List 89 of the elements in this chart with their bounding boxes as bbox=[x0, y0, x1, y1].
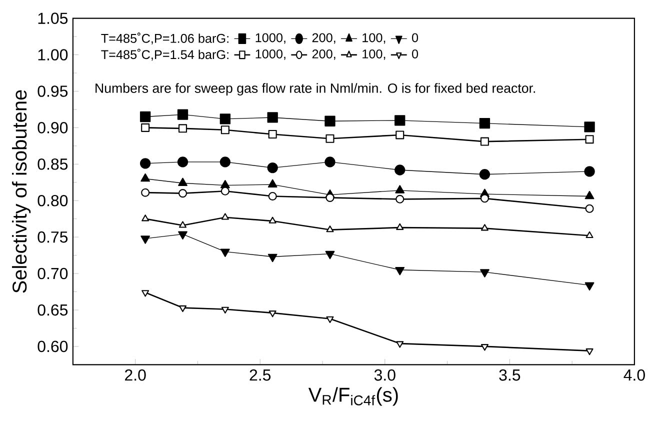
point bbox=[586, 348, 594, 356]
point bbox=[220, 248, 230, 258]
point bbox=[178, 178, 188, 186]
point bbox=[178, 124, 188, 133]
point bbox=[394, 164, 406, 176]
point bbox=[140, 236, 150, 244]
legend-label: 200, bbox=[312, 33, 336, 44]
point bbox=[396, 341, 404, 348]
point bbox=[141, 188, 150, 198]
point bbox=[480, 137, 489, 146]
point bbox=[584, 282, 594, 291]
point bbox=[178, 306, 187, 312]
x-tick-label: 4.0 bbox=[624, 370, 645, 381]
y-tick-label: 0.95 bbox=[38, 86, 68, 98]
x-tick-label: 3.5 bbox=[499, 370, 520, 381]
point bbox=[396, 195, 404, 204]
point bbox=[325, 251, 335, 260]
point bbox=[479, 118, 490, 129]
point bbox=[268, 216, 276, 224]
y-tick-label: 0.90 bbox=[38, 122, 68, 134]
y-tick-label: 0.75 bbox=[38, 232, 68, 243]
point bbox=[585, 204, 594, 214]
point bbox=[221, 213, 229, 220]
y-tick-label: 0.65 bbox=[38, 304, 68, 316]
point bbox=[178, 189, 188, 198]
point bbox=[479, 169, 490, 180]
legend-label: 200, bbox=[312, 50, 336, 60]
point bbox=[177, 109, 188, 120]
point bbox=[480, 224, 488, 231]
legend-label: 1000, bbox=[256, 33, 286, 44]
y-tick-label: 0.60 bbox=[38, 340, 68, 352]
point bbox=[395, 267, 405, 276]
point bbox=[267, 162, 278, 174]
point bbox=[178, 221, 187, 228]
x-tick-label: 3.0 bbox=[374, 370, 396, 381]
y-tick-label: 0.85 bbox=[38, 158, 68, 170]
point bbox=[326, 226, 334, 232]
legend-label: 0 bbox=[412, 33, 418, 42]
point bbox=[221, 307, 229, 314]
legend-label: 100, bbox=[362, 50, 386, 60]
point bbox=[586, 232, 594, 238]
point bbox=[142, 290, 150, 297]
point bbox=[220, 156, 231, 168]
point bbox=[142, 214, 150, 222]
point bbox=[268, 192, 277, 201]
point bbox=[326, 134, 334, 144]
point bbox=[178, 231, 188, 240]
point bbox=[141, 124, 150, 132]
x-tick-label: 2.0 bbox=[125, 370, 146, 381]
legend-label: 1000, bbox=[256, 50, 286, 60]
y-axis-title: Selectivity of isobutene bbox=[12, 90, 31, 293]
point bbox=[584, 166, 595, 177]
point bbox=[396, 130, 404, 140]
point bbox=[480, 269, 490, 278]
point bbox=[396, 224, 404, 230]
annotation: T=485˚C,P=1.06 barG: bbox=[101, 32, 228, 45]
point bbox=[220, 114, 231, 124]
point bbox=[268, 179, 278, 188]
point bbox=[326, 316, 334, 324]
point bbox=[395, 185, 405, 194]
point bbox=[326, 194, 334, 202]
point bbox=[268, 254, 278, 262]
point bbox=[140, 112, 151, 122]
point bbox=[140, 158, 151, 169]
annotation: T=485˚C,P=1.54 barG: bbox=[101, 48, 228, 61]
y-tick-label: 0.70 bbox=[38, 268, 68, 280]
x-tick-label: 2.5 bbox=[250, 370, 271, 381]
point bbox=[585, 135, 594, 144]
point bbox=[220, 126, 230, 134]
point bbox=[140, 174, 150, 182]
point bbox=[177, 156, 188, 168]
point bbox=[268, 310, 276, 318]
point bbox=[480, 194, 489, 203]
annotation: Numbers are for sweep gas flow rate in Nml/min. O is for fixed bed reactor. bbox=[96, 83, 535, 96]
y-tick-label: 1.00 bbox=[38, 49, 68, 61]
point bbox=[220, 187, 230, 196]
legend-label: 0 bbox=[412, 50, 418, 59]
legend-label: 100, bbox=[362, 33, 386, 44]
point bbox=[480, 344, 488, 351]
point bbox=[324, 156, 336, 168]
y-tick-label: 1.05 bbox=[38, 12, 68, 24]
point bbox=[267, 112, 278, 123]
point bbox=[394, 115, 406, 126]
x-axis-title: V$_{R}$/F$_{iC4f}$(s) bbox=[308, 387, 398, 406]
point bbox=[584, 122, 595, 132]
point bbox=[268, 130, 277, 139]
point bbox=[584, 191, 594, 200]
y-tick-label: 0.80 bbox=[38, 195, 68, 206]
point bbox=[324, 116, 336, 127]
